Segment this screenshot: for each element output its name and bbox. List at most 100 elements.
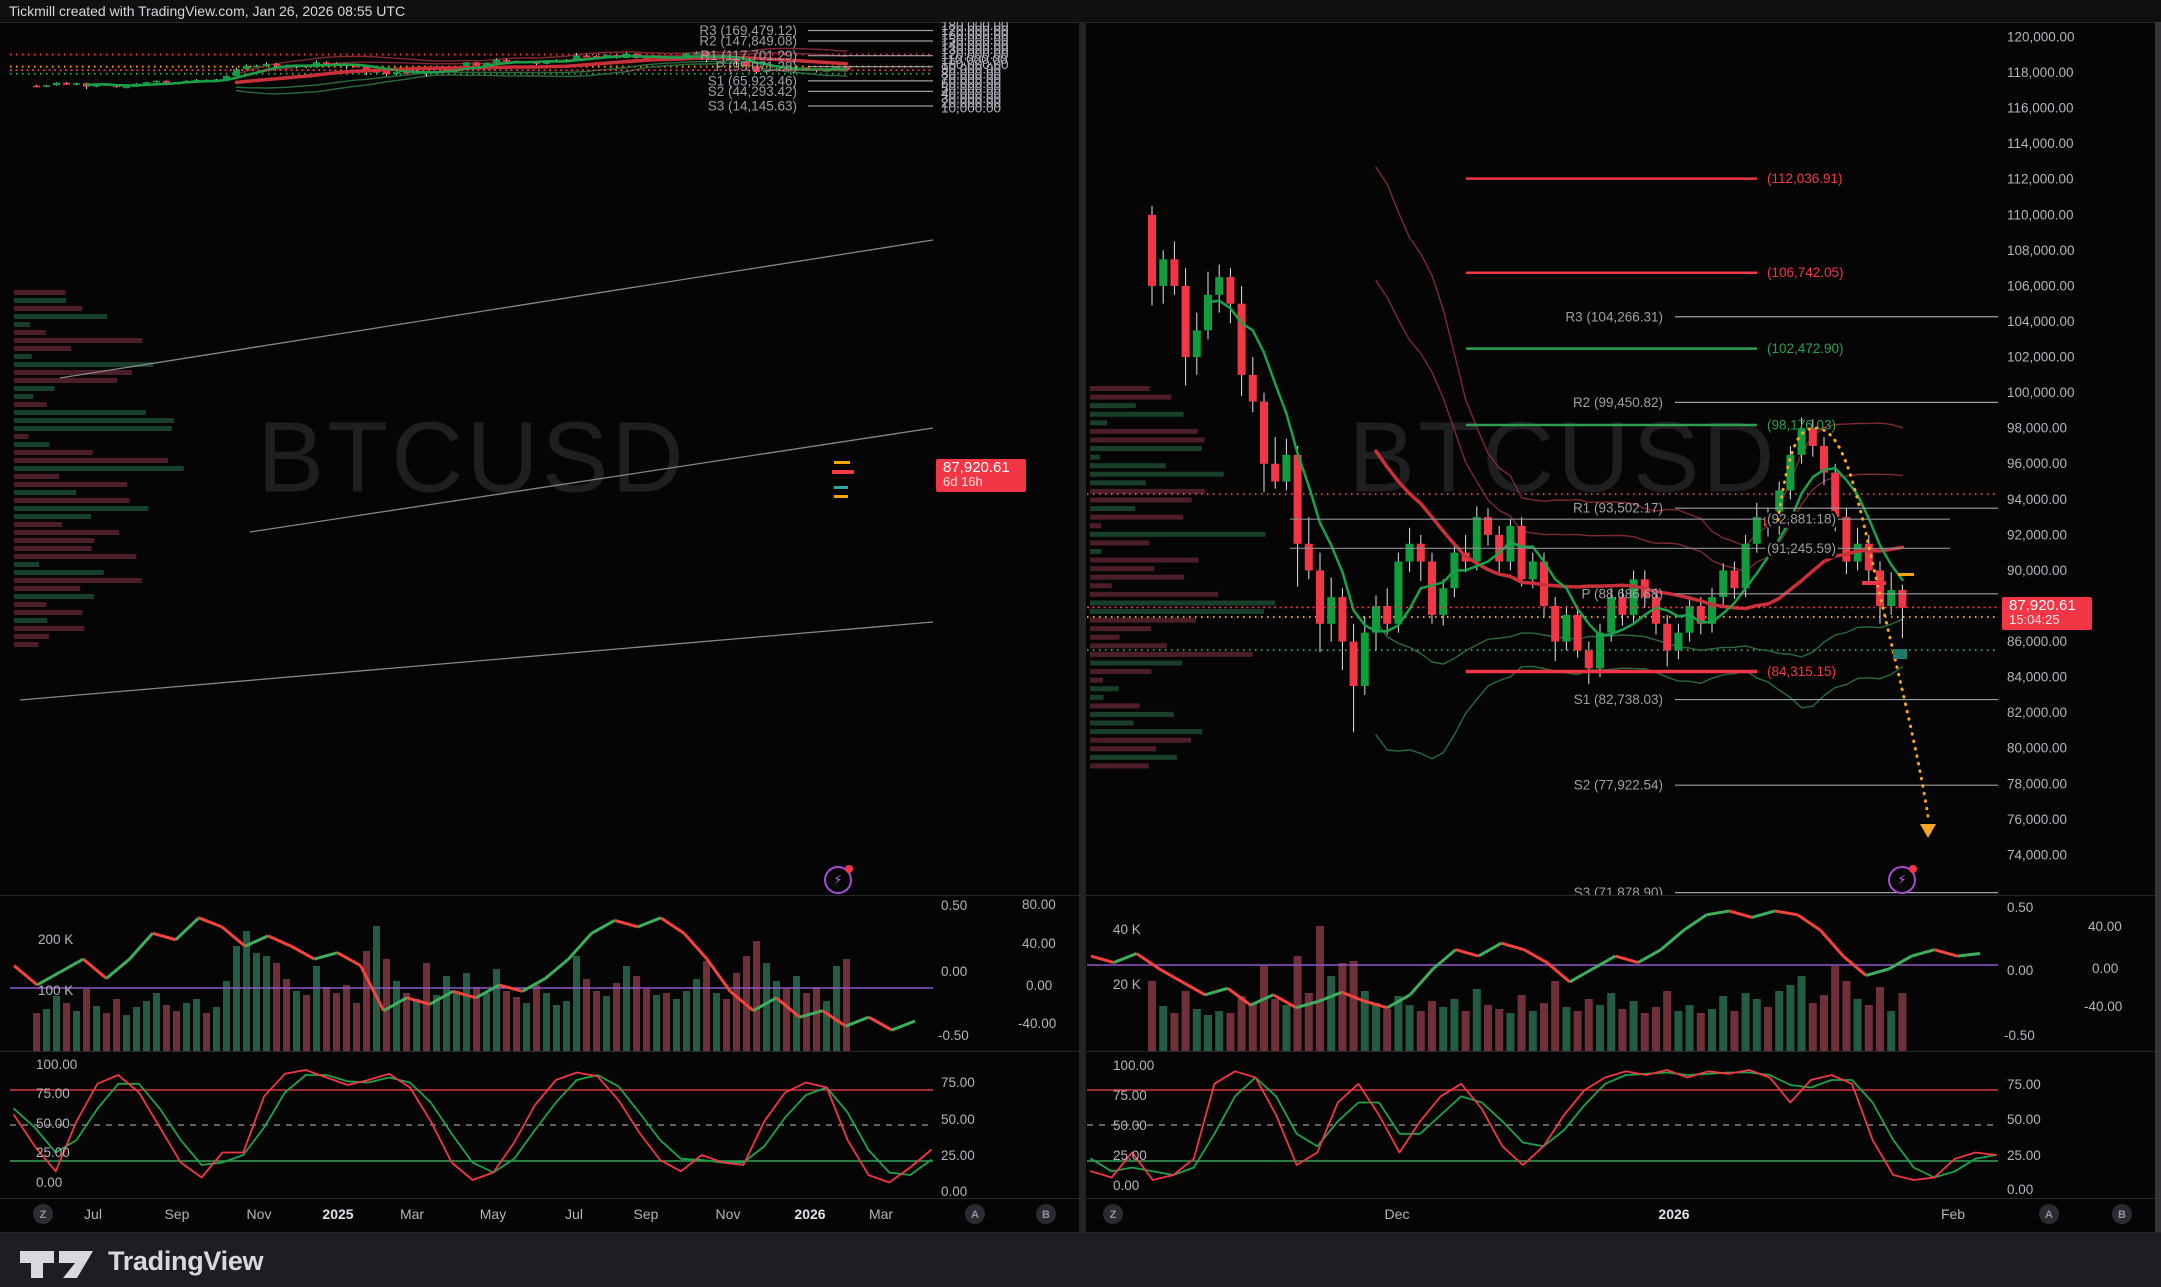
axis-badge-a[interactable]: A [2039, 1204, 2059, 1224]
price-axis-label: 90,000.00 [941, 62, 1001, 77]
volume-scale-label: 100 K [38, 983, 73, 998]
volume-profile [14, 290, 184, 647]
price-axis-label: 10,000.00 [941, 101, 1001, 116]
level-label: (84,315.15) [1767, 664, 1836, 679]
axis-badge-z[interactable]: Z [33, 1204, 53, 1224]
price-axis-label: 160,000.00 [941, 28, 1009, 43]
price-axis-label: 100,000.00 [2007, 385, 2075, 400]
price-axis-label: 130,000.00 [941, 42, 1009, 57]
axis-badge-b[interactable]: B [1036, 1204, 1056, 1224]
price-pane-R[interactable]: R3 (104,266.31) R2 (99,450.82) R1 (93,502.… [1087, 166, 2002, 900]
axis-badge-z[interactable]: Z [1103, 1204, 1123, 1224]
time-axis-label: 2026 [1658, 1206, 1689, 1222]
price-axis-label: 114,000.00 [2007, 136, 2074, 151]
tradingview-logo[interactable]: TradingView [18, 1244, 264, 1278]
price-axis-label: 98,000.00 [2007, 421, 2067, 436]
volume-scale-label: -0.50 [2004, 1028, 2035, 1043]
svg-text:A: A [971, 1209, 979, 1221]
stoch-scale-label: 0.00 [1113, 1178, 1139, 1193]
stoch-scale-label: 100.00 [36, 1057, 77, 1072]
flash-compass-icon[interactable]: ⚡ [824, 865, 853, 894]
volume-scale-label: 40.00 [2088, 919, 2122, 934]
svg-text:A: A [2045, 1209, 2053, 1221]
pivot-label: R1 (117,701.29) [700, 48, 797, 63]
stoch-scale-label: 25.00 [941, 1148, 975, 1163]
price-axis-label: 110,000.00 [2007, 207, 2074, 222]
flash-compass-icon[interactable]: ⚡ [1888, 865, 1917, 894]
time-axis-label: Jul [565, 1206, 583, 1222]
stoch-scale-label: 75.00 [1113, 1088, 1147, 1103]
price-axis-label: 94,000.00 [2007, 492, 2067, 507]
price-axis-label: 80,000.00 [941, 67, 1001, 82]
pivot-label: S3 (71,878.90) [1574, 885, 1663, 900]
price-axis-L[interactable]: 180,000.00170,000.00160,000.00150,000.00… [941, 18, 1009, 116]
price-axis-label: 92,000.00 [2007, 527, 2067, 542]
stoch-scale-label: 75.00 [36, 1086, 70, 1101]
pivot-label: R1 (93,502.17) [1573, 501, 1663, 516]
time-axis-label: Mar [869, 1206, 893, 1222]
time-axis-L[interactable]: Jul Sep Nov 2025 Mar May Jul Sep Nov 2026 Mar Z A B [33, 1204, 1056, 1224]
stoch-scale-label: 0.00 [2007, 1182, 2033, 1197]
price-axis-label: 74,000.00 [2007, 847, 2067, 862]
price-axis-label: 20,000.00 [941, 96, 1001, 111]
time-axis-label: 2026 [794, 1206, 825, 1222]
price-axis-label: 30,000.00 [941, 91, 1001, 106]
time-axis-label: 2025 [322, 1206, 353, 1222]
volume-pane-R[interactable]: 40 K 20 K 0.50 0.00 -0.50 40.00 0.00 -40.00 [1087, 900, 2122, 1051]
stoch-scale-label: 0.00 [941, 1184, 967, 1199]
price-pane-L[interactable]: R3 (169,479.12)R2 (147,849.08)R1 (117,70… [10, 23, 937, 701]
price-axis-label: 102,000.00 [2007, 350, 2075, 365]
pivot-levels: R3 (169,479.12)R2 (147,849.08)R1 (117,70… [699, 23, 933, 114]
bar-countdown-left: 6d 16h [943, 474, 983, 489]
stoch-scale-label: 0.00 [36, 1175, 62, 1190]
pivot-label: R3 (169,479.12) [699, 23, 797, 38]
price-axis-label: 82,000.00 [2007, 705, 2067, 720]
time-axis-R[interactable]: Dec 2026 Feb Z A B [1103, 1204, 2132, 1224]
time-axis-label: Feb [1941, 1206, 1965, 1222]
volume-scale-label: 0.00 [2092, 961, 2118, 976]
volume-profile [1090, 386, 1276, 769]
pivot-label: S2 (77,922.54) [1574, 778, 1663, 793]
price-axis-label: 120,000.00 [941, 47, 1009, 62]
level-label: (106,742.05) [1767, 265, 1844, 280]
time-axis-label: Dec [1385, 1206, 1410, 1222]
watermark-left: BTCUSD [257, 401, 687, 514]
price-axis-label: 80,000.00 [2007, 741, 2067, 756]
pane-divider[interactable] [1079, 22, 1086, 1232]
volume-scale-label: 0.00 [1026, 978, 1052, 993]
right-edge-scrollbar[interactable] [2155, 22, 2161, 1232]
price-axis-label: 104,000.00 [2007, 314, 2075, 329]
header-bar: Tickmill created with TradingView.com, J… [0, 0, 2161, 22]
stoch-pane-L[interactable]: 100.00 75.00 50.00 25.00 0.00 75.00 50.00 25.00… [10, 1057, 975, 1199]
price-axis-label: 106,000.00 [2007, 278, 2075, 293]
volume-scale-label: 40 K [1113, 922, 1141, 937]
price-axis-label: 108,000.00 [2007, 243, 2075, 258]
volume-pane-L[interactable]: 200 K 100 K 0.50 0.00 -0.50 80.00 40.00 0.00 -40… [10, 897, 1056, 1051]
axis-badge-a[interactable]: A [965, 1204, 985, 1224]
price-axis-label: 84,000.00 [2007, 670, 2067, 685]
header-attribution: Tickmill created with TradingView.com, J… [9, 3, 406, 19]
stoch-scale-label: 25.00 [2007, 1148, 2041, 1163]
axis-badge-b[interactable]: B [2112, 1204, 2132, 1224]
pivot-label: P (88,686.68) [1581, 586, 1663, 601]
tradingview-logo-text: TradingView [108, 1245, 264, 1276]
volume-scale-label: 200 K [38, 932, 73, 947]
stoch-scale-label: 100.00 [1113, 1058, 1154, 1073]
level-label: (91,245.59) [1767, 541, 1836, 556]
price-axis-R[interactable]: 120,000.00 118,000.00 116,000.00 114,000.00… [2007, 30, 2075, 863]
volume-scale-label: 40.00 [1022, 936, 1056, 951]
stoch-scale-label: 50.00 [2007, 1112, 2041, 1127]
pivot-levels: R3 (104,266.31) R2 (99,450.82) R1 (93,502.… [1565, 309, 1998, 900]
price-axis-label: 110,000.00 [941, 52, 1008, 67]
last-price-right: 87,920.61 [2009, 597, 2076, 614]
stoch-pane-R[interactable]: 100.00 75.00 50.00 25.00 0.00 75.00 50.00 25.00… [1087, 1058, 2041, 1197]
last-price-badge-left: 87,920.61 6d 16h [936, 459, 1026, 492]
stoch-scale-label: 25.00 [36, 1145, 70, 1160]
price-axis-label: 100,000.00 [941, 57, 1009, 72]
level-label: (102,472.90) [1767, 341, 1844, 356]
pivot-label: S1 (65,923.46) [708, 73, 797, 88]
price-axis-label: 120,000.00 [2007, 30, 2075, 45]
svg-text:Z: Z [40, 1209, 47, 1221]
